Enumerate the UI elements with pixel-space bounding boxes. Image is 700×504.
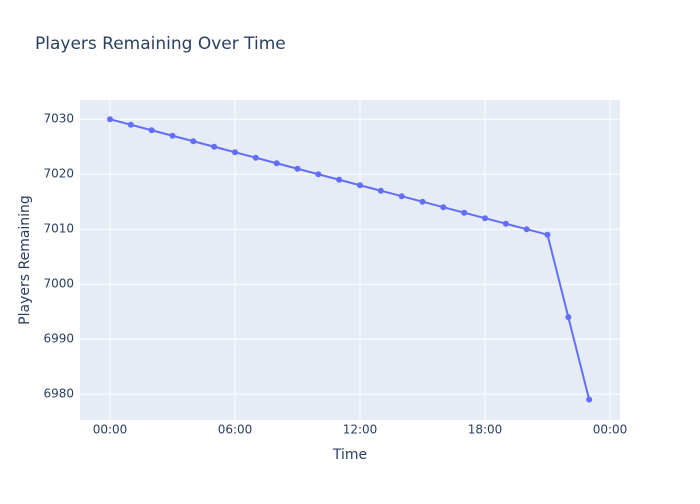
line — [109, 118, 591, 400]
marker — [398, 193, 405, 200]
marker — [232, 149, 238, 156]
marker — [377, 187, 384, 194]
marker — [336, 176, 343, 183]
y-tick-label: 6980 — [43, 387, 74, 401]
marker — [419, 198, 426, 205]
marker — [315, 171, 322, 178]
marker — [544, 231, 551, 238]
x-tick-label: 00:00 — [593, 423, 628, 437]
x-axis-title: Time — [332, 447, 367, 463]
y-axis-title: Players Remaining — [17, 195, 33, 325]
marker — [148, 127, 155, 134]
y-tick-label: 7020 — [43, 167, 74, 181]
marker — [586, 396, 593, 403]
y-tick-label: 7010 — [43, 222, 74, 236]
marker — [461, 209, 468, 216]
marker — [357, 182, 363, 189]
chart-title: Players Remaining Over Time — [35, 34, 286, 54]
marker — [107, 116, 113, 123]
x-tick-label: 00:00 — [93, 423, 128, 437]
marker — [523, 226, 530, 233]
marker — [294, 165, 301, 172]
marker — [127, 121, 134, 128]
plot-area — [80, 100, 620, 420]
marker — [169, 132, 176, 139]
marker — [273, 160, 280, 167]
marker — [482, 215, 488, 222]
marker — [190, 138, 197, 145]
x-tick-label: 12:00 — [343, 423, 378, 437]
marker — [252, 154, 259, 161]
y-tick-label: 7030 — [43, 112, 74, 126]
y-tick-label: 6990 — [43, 332, 74, 346]
marker — [565, 314, 572, 321]
y-tick-label: 7000 — [43, 277, 74, 291]
marker — [211, 143, 218, 150]
marker — [440, 204, 447, 211]
x-tick-label: 06:00 — [218, 423, 253, 437]
marker — [502, 220, 509, 227]
x-tick-label: 18:00 — [468, 423, 503, 437]
